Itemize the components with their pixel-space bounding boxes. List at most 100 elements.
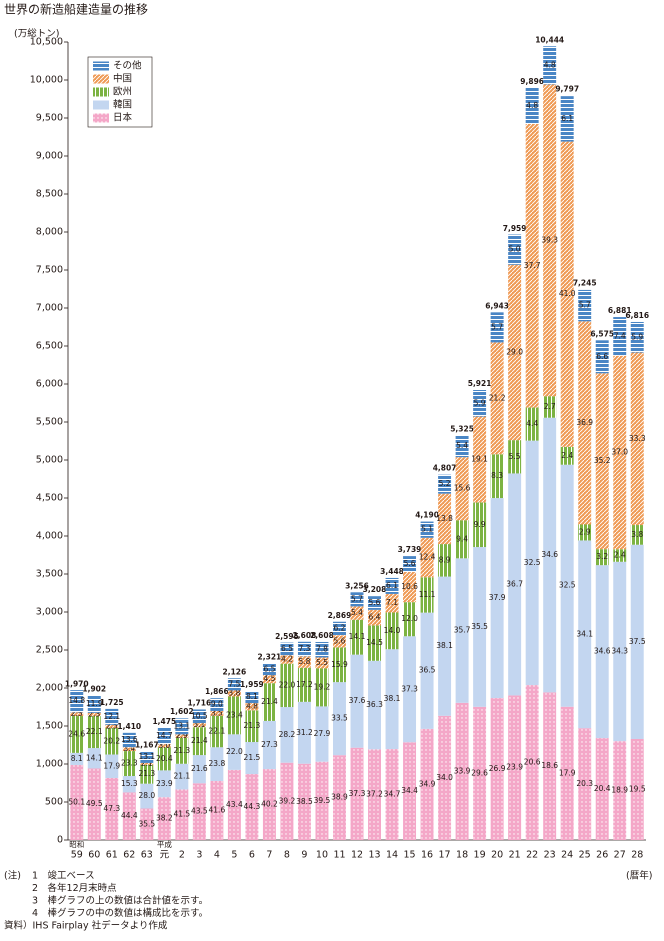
bar-segment [262, 720, 276, 770]
x-tick-label: 23 [544, 850, 556, 861]
chart-title: 世界の新造船建造量の推移 [4, 2, 148, 17]
y-tick-label: 10,500 [30, 37, 63, 48]
bar-segment [105, 777, 119, 840]
bar-segment [613, 355, 627, 550]
bar-segment [508, 473, 522, 696]
bar-segment [455, 457, 469, 521]
bar-segment [613, 741, 627, 840]
segment-label: 24.6 [68, 729, 85, 738]
segment-label: 15.6 [454, 484, 471, 493]
segment-label: 38.1 [384, 694, 401, 703]
bar-segment [385, 749, 399, 840]
total-label: 6,816 [625, 311, 649, 320]
legend-label: 中国 [113, 73, 132, 85]
segment-label: 5.4 [351, 608, 363, 617]
bar-segment [297, 667, 311, 702]
bar-segment [70, 690, 84, 713]
bar-segment [420, 577, 434, 613]
y-tick-label: 3,000 [36, 607, 63, 618]
segment-label: 23.4 [226, 710, 243, 719]
bar-segment [122, 751, 136, 777]
segment-label: 10.5 [191, 711, 208, 720]
segment-label: 44.3 [244, 802, 261, 811]
bar-segment [297, 656, 311, 668]
bar-segment [403, 556, 417, 573]
x-tick-label: 2 [179, 850, 185, 861]
segment-label: 39.3 [541, 235, 558, 244]
bar-segment [438, 544, 452, 577]
segment-label: 21.5 [244, 753, 261, 762]
segment-label: 15.3 [121, 779, 138, 788]
bar-segment [315, 641, 329, 658]
segment-label: 4.4 [526, 419, 538, 428]
segment-label: 19.5 [629, 784, 646, 793]
segment-label: 7.4 [614, 331, 626, 340]
segment-label: 6.1 [386, 581, 398, 590]
segment-label: 17.9 [103, 761, 120, 770]
total-label: 1,716 [187, 699, 211, 708]
total-label: 9,896 [520, 77, 544, 86]
segment-label: 5.1 [421, 525, 433, 534]
y-tick-label: 8,000 [36, 227, 63, 238]
bar-segment [280, 762, 294, 840]
bar-segment [385, 649, 399, 750]
total-label: 6,881 [608, 306, 632, 315]
segment-label: 6.1 [561, 114, 573, 123]
x-tick-label: 10 [316, 850, 328, 861]
segment-label: 8.1 [71, 754, 83, 763]
bar-segment [210, 715, 224, 748]
segment-label: 2.1 [141, 759, 153, 768]
y-tick-label: 4,500 [36, 493, 63, 504]
legend-swatch [93, 87, 109, 97]
bar-segment [543, 417, 557, 693]
segment-label: 4.8 [246, 702, 258, 711]
segment-label: 43.5 [191, 807, 208, 816]
segment-label: 3.2 [596, 552, 608, 561]
segment-label: 36.7 [506, 579, 523, 588]
x-tick-label: 15 [403, 850, 415, 861]
segment-label: 5.8 [298, 657, 310, 666]
segment-label: 37.0 [611, 447, 628, 456]
bar-segment [157, 727, 171, 745]
segment-label: 12.1 [103, 712, 120, 721]
segment-label: 32.5 [559, 581, 576, 590]
bar-segment [140, 764, 154, 784]
bar-segment [368, 625, 381, 661]
segment-label: 20.6 [524, 758, 541, 767]
legend-swatch [93, 61, 109, 71]
bar-segment [490, 498, 504, 699]
total-label: 5,921 [468, 379, 492, 388]
total-label: 3,448 [380, 567, 404, 576]
segment-label: 2.9 [579, 527, 591, 536]
bar-segment [438, 576, 452, 716]
segment-label: 47.3 [103, 804, 120, 813]
bar-segment [192, 755, 206, 784]
bar-segment [578, 728, 592, 840]
segment-label: 38.9 [331, 793, 348, 802]
segment-label: 6.5 [263, 665, 275, 674]
segment-label: 28.2 [279, 730, 296, 739]
total-label: 2,321 [258, 653, 282, 662]
bar-segment [630, 738, 644, 840]
y-tick-label: 2,500 [36, 645, 63, 656]
bar-segment [157, 770, 171, 798]
bar-segment [210, 710, 224, 716]
segment-label: 34.3 [611, 646, 628, 655]
bar-segment [122, 732, 136, 748]
bar-segment [595, 738, 609, 840]
segment-label: 2.4 [561, 451, 573, 460]
segment-label: 5.5 [316, 658, 328, 667]
bar-segment [525, 440, 539, 686]
segment-label: 39.2 [279, 796, 296, 805]
y-tick-label: 6,500 [36, 341, 63, 352]
bar-segment [508, 234, 522, 265]
bar-segment [595, 340, 609, 374]
legend-swatch [93, 74, 109, 84]
segment-label: 22.0 [279, 680, 296, 689]
y-tick-label: 7,500 [36, 265, 63, 276]
segment-label: 21.3 [138, 769, 155, 778]
bar-segment [157, 744, 171, 748]
segment-label: 21.4 [191, 736, 208, 745]
segment-label: 5.5 [509, 452, 521, 461]
bar-segment [122, 747, 136, 752]
